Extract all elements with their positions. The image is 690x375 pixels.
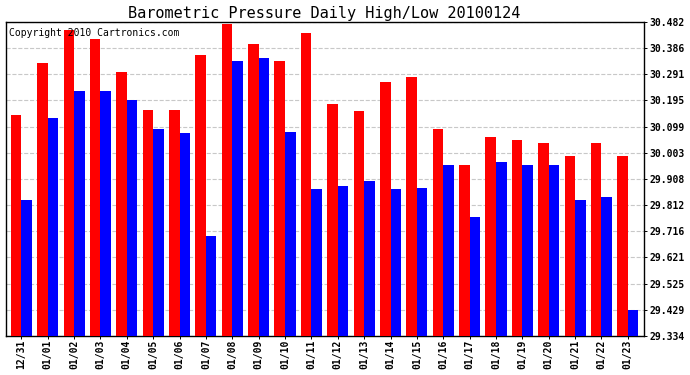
- Bar: [591, 142, 602, 336]
- Bar: [459, 165, 470, 336]
- Bar: [538, 142, 549, 336]
- Bar: [512, 140, 522, 336]
- Bar: [486, 137, 496, 336]
- Bar: [406, 77, 417, 336]
- Bar: [74, 91, 85, 336]
- Bar: [221, 24, 233, 336]
- Bar: [301, 33, 311, 336]
- Bar: [433, 129, 443, 336]
- Bar: [338, 186, 348, 336]
- Bar: [285, 132, 295, 336]
- Bar: [90, 39, 101, 336]
- Bar: [470, 217, 480, 336]
- Bar: [311, 189, 322, 336]
- Bar: [179, 133, 190, 336]
- Bar: [11, 116, 21, 336]
- Bar: [549, 165, 560, 336]
- Bar: [117, 72, 127, 336]
- Bar: [48, 118, 58, 336]
- Bar: [248, 44, 259, 336]
- Bar: [195, 55, 206, 336]
- Text: Copyright 2010 Cartronics.com: Copyright 2010 Cartronics.com: [9, 28, 179, 38]
- Bar: [233, 61, 243, 336]
- Bar: [101, 91, 111, 336]
- Bar: [575, 200, 586, 336]
- Bar: [206, 236, 217, 336]
- Title: Barometric Pressure Daily High/Low 20100124: Barometric Pressure Daily High/Low 20100…: [128, 6, 521, 21]
- Bar: [391, 189, 401, 336]
- Bar: [417, 188, 427, 336]
- Bar: [127, 100, 137, 336]
- Bar: [564, 156, 575, 336]
- Bar: [618, 156, 628, 336]
- Bar: [364, 181, 375, 336]
- Bar: [63, 30, 74, 336]
- Bar: [443, 165, 454, 336]
- Bar: [602, 197, 612, 336]
- Bar: [21, 200, 32, 336]
- Bar: [37, 63, 48, 336]
- Bar: [628, 310, 638, 336]
- Bar: [380, 82, 391, 336]
- Bar: [275, 61, 285, 336]
- Bar: [353, 111, 364, 336]
- Bar: [496, 162, 506, 336]
- Bar: [143, 110, 153, 336]
- Bar: [153, 129, 164, 336]
- Bar: [169, 110, 179, 336]
- Bar: [327, 104, 338, 336]
- Bar: [259, 58, 269, 336]
- Bar: [522, 165, 533, 336]
